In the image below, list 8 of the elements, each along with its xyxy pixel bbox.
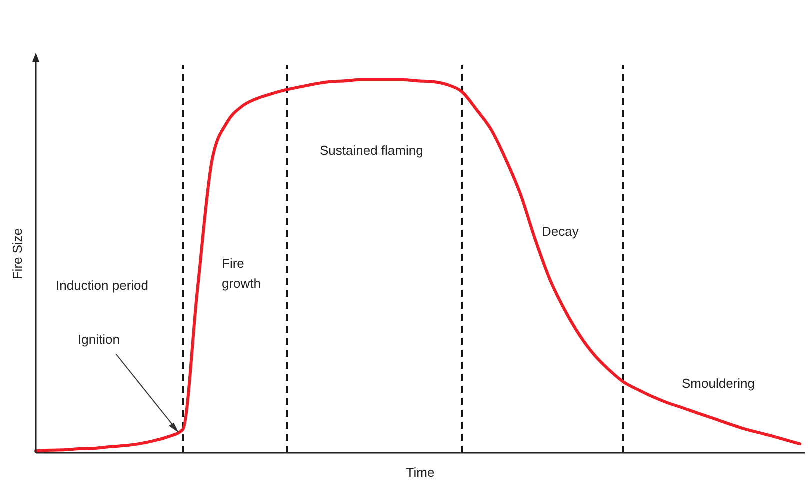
annotation: Smouldering (682, 376, 755, 391)
annotation: Ignition (78, 332, 120, 347)
annotation: Decay (542, 224, 580, 239)
annotation: Induction period (56, 278, 149, 293)
x-axis-title: Time (406, 465, 435, 480)
annotation: Sustained flaming (320, 143, 424, 158)
annotation: Fire growth (222, 256, 262, 291)
y-axis-title: Fire Size (10, 228, 25, 280)
